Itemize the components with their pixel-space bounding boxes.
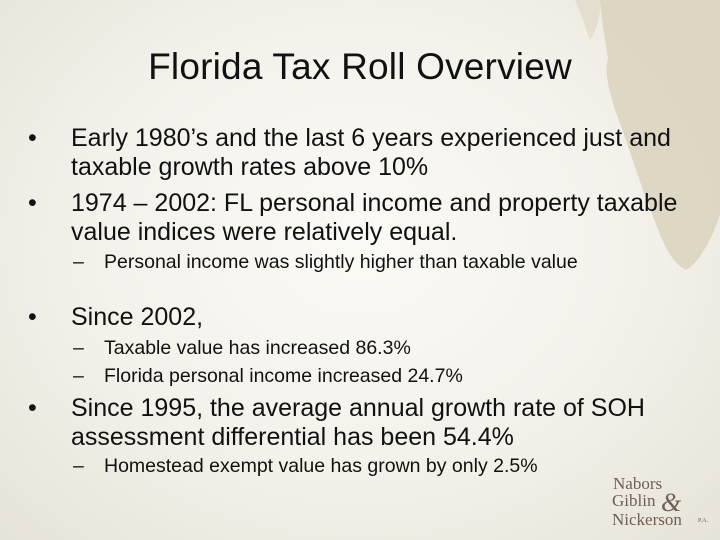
logo-word-giblin: Giblin — [612, 491, 656, 510]
dash-marker: – — [73, 365, 84, 387]
slide-title: Florida Tax Roll Overview — [148, 46, 572, 87]
sub-bullet-item: – Florida personal income increased 24.7… — [73, 365, 663, 387]
logo-word-nabors: Nabors — [613, 474, 663, 493]
logo-word-nickerson: Nickerson — [612, 510, 682, 529]
bullet-text: Early 1980’s and the last 6 years experi… — [71, 124, 671, 181]
sub-bullet-text: Taxable value has increased 86.3% — [104, 337, 411, 359]
bullet-item: • Since 1995, the average annual growth … — [28, 394, 678, 452]
dash-marker: – — [73, 337, 84, 359]
logo-ampersand: & — [661, 488, 682, 517]
bullet-text: 1974 – 2002: FL personal income and prop… — [71, 189, 678, 246]
bullet-item: • 1974 – 2002: FL personal income and pr… — [28, 189, 678, 247]
dash-marker: – — [73, 251, 84, 273]
sub-bullet-item: – Taxable value has increased 86.3% — [73, 337, 663, 359]
company-logo: Nabors Giblin & Nickerson P.A. — [604, 474, 714, 534]
bullet-marker: • — [28, 124, 37, 152]
sub-bullet-text: Florida personal income increased 24.7% — [104, 365, 463, 387]
sub-bullet-text: Homestead exempt value has grown by only… — [104, 455, 538, 477]
bullet-marker: • — [28, 189, 37, 217]
bullet-item: • Early 1980’s and the last 6 years expe… — [28, 124, 678, 182]
sub-bullet-item: – Homestead exempt value has grown by on… — [73, 455, 663, 477]
bullet-text: Since 1995, the average annual growth ra… — [71, 394, 645, 451]
dash-marker: – — [73, 455, 84, 477]
bullet-text: Since 2002, — [71, 303, 204, 331]
sub-bullet-text: Personal income was slightly higher than… — [104, 251, 578, 273]
logo-suffix: P.A. — [698, 518, 709, 524]
bullet-marker: • — [28, 394, 37, 422]
bullet-item: • Since 2002, — [28, 303, 678, 332]
bullet-marker: • — [28, 303, 37, 331]
sub-bullet-item: – Personal income was slightly higher th… — [73, 251, 663, 273]
